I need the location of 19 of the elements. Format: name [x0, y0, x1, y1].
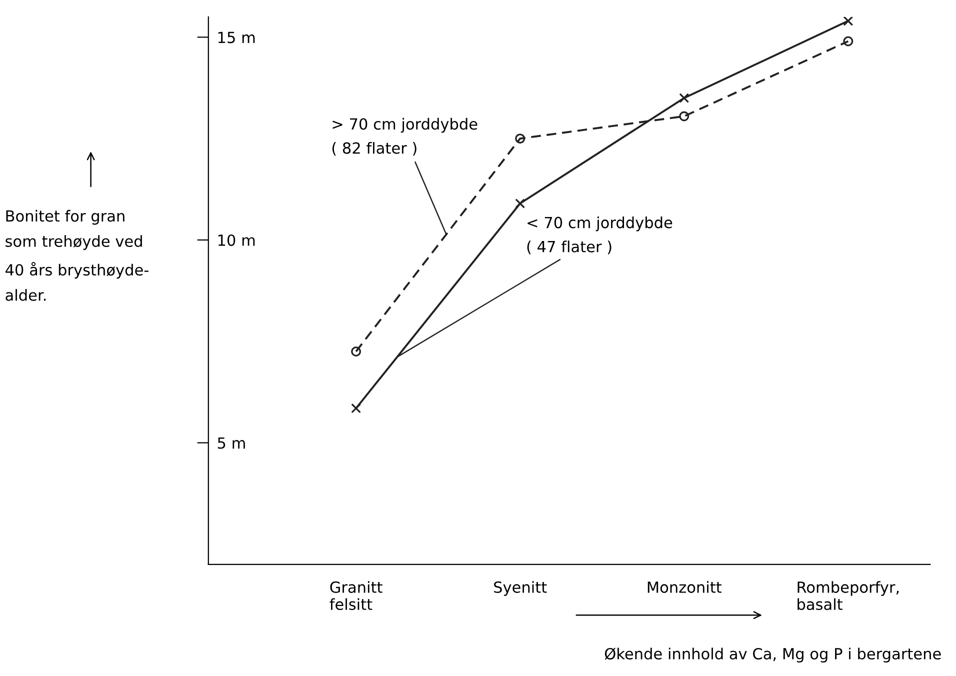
point: [843, 36, 854, 46]
x-axis-title: Økende innhold av Ca, Mg og P i bergartene: [604, 648, 941, 662]
point: [679, 111, 690, 122]
point: [679, 93, 690, 104]
y-tick-label: 5 m: [218, 437, 245, 449]
x-tick-label: Syenitt: [494, 581, 547, 596]
point: [515, 198, 526, 208]
x-tick-label: Monzonitt: [648, 581, 722, 593]
point: [843, 16, 854, 26]
x-tick-label: Rombeporfyr, basalt: [798, 581, 899, 610]
point: [351, 346, 362, 357]
y-axis-title: Bonitet for gran som trehøyde ved 40 års brysthøyde- alder.: [6, 210, 148, 301]
y-tick-label: 10 m: [218, 234, 255, 246]
x-tick-label: Granitt felsitt: [330, 581, 382, 610]
series-label: < 70 cm jorddybde ( 47 flater ): [527, 216, 672, 254]
point: [515, 134, 526, 144]
y-tick-label: 15 m: [218, 32, 255, 44]
point: [351, 403, 362, 414]
series-label: > 70 cm jorddybde ( 82 flater ): [332, 118, 478, 156]
